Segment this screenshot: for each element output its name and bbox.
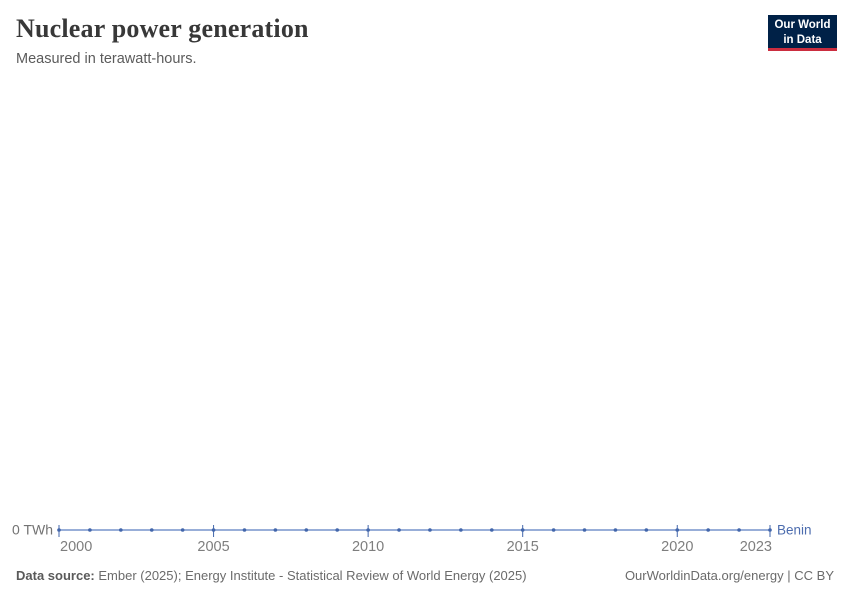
data-point[interactable] [551,528,556,532]
x-axis-label: 2015 [507,539,539,555]
data-point[interactable] [428,528,432,532]
data-point[interactable] [180,528,185,532]
owid-logo: Our World in Data [768,15,837,51]
data-point[interactable] [613,528,618,532]
data-point[interactable] [273,528,278,532]
y-axis-tick-label: 0 TWh [12,522,53,538]
data-point[interactable] [242,528,247,532]
data-point[interactable] [737,528,741,532]
data-point[interactable] [644,528,649,532]
data-point[interactable] [706,528,710,532]
data-point[interactable] [582,528,587,532]
footer-attribution: OurWorldinData.org/energy | CC BY [624,568,834,583]
footer: Data source: Ember (2025); Energy Instit… [16,568,834,583]
owid-logo-line2: in Data [783,33,822,46]
data-point[interactable] [88,528,92,532]
x-axis-label: 2000 [60,539,92,555]
data-point[interactable] [397,528,401,532]
x-axis-label: 2020 [661,539,693,555]
data-source-text: Ember (2025); Energy Institute - Statist… [94,568,527,583]
data-source-note: Data source: Ember (2025); Energy Instit… [16,568,527,583]
line-chart-svg[interactable]: 0 TWh 2000 2005 2010 2015 2020 2023 Benin [0,495,850,560]
x-axis-label: 2010 [352,539,384,555]
data-point[interactable] [119,528,123,532]
data-source-label: Data source: [16,568,95,583]
data-point[interactable] [304,528,309,532]
page-title: Nuclear power generation [16,14,309,43]
x-axis-label: 2023 [740,539,772,555]
data-point[interactable] [459,528,463,532]
data-point[interactable] [489,528,494,532]
owid-logo-line1: Our World [774,19,831,31]
chart-subtitle: Measured in terawatt-hours. [16,51,197,67]
data-point[interactable] [149,528,154,532]
line-chart[interactable]: 0 TWh 2000 2005 2010 2015 2020 2023 Benin [0,90,850,560]
x-axis-label: 2005 [197,539,229,555]
entity-label[interactable]: Benin [777,523,812,538]
data-point[interactable] [335,528,340,532]
